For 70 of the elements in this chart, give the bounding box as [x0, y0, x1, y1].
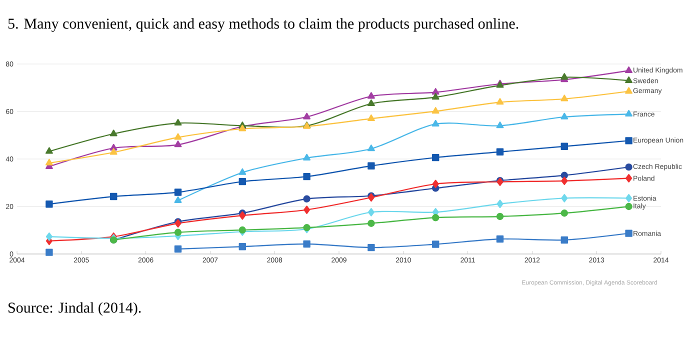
point	[174, 245, 182, 253]
point	[625, 137, 632, 144]
point	[625, 76, 633, 84]
point	[368, 193, 375, 202]
point	[238, 168, 246, 175]
point	[368, 162, 375, 170]
point	[496, 148, 504, 156]
point	[46, 248, 53, 256]
point	[46, 200, 53, 208]
point	[110, 148, 118, 155]
point	[625, 230, 632, 237]
point	[561, 176, 568, 186]
point	[303, 172, 310, 180]
point	[239, 211, 246, 220]
point	[46, 232, 53, 241]
point	[367, 92, 375, 99]
point	[174, 188, 182, 196]
point	[303, 154, 311, 160]
point	[625, 66, 633, 74]
point	[174, 219, 182, 228]
point	[303, 240, 310, 248]
point	[238, 178, 246, 186]
point	[367, 144, 375, 152]
point	[238, 243, 246, 250]
point	[368, 208, 375, 216]
point	[560, 73, 568, 80]
point	[45, 158, 53, 166]
point	[560, 94, 568, 102]
point	[625, 163, 632, 171]
point	[174, 118, 182, 126]
point	[432, 240, 440, 248]
point	[45, 147, 53, 154]
point	[432, 107, 440, 114]
point	[304, 206, 310, 214]
point	[625, 174, 632, 182]
point	[174, 196, 182, 203]
point	[560, 210, 568, 217]
point	[625, 202, 632, 210]
point	[432, 180, 439, 188]
point	[303, 112, 311, 120]
point	[432, 154, 440, 162]
point	[367, 99, 375, 106]
point	[303, 195, 310, 202]
point	[496, 98, 504, 105]
point	[110, 130, 118, 136]
point	[560, 112, 568, 120]
point	[432, 88, 440, 95]
point	[174, 228, 182, 236]
point	[560, 142, 568, 150]
text: 5. Many convenient, quick and easy methods to claim the products purchased online.	[8, 18, 518, 32]
point	[496, 200, 504, 208]
point	[432, 214, 440, 222]
point	[625, 87, 633, 94]
point	[625, 110, 633, 117]
point	[496, 122, 504, 128]
point	[625, 194, 632, 202]
point	[432, 93, 440, 100]
point	[368, 244, 375, 252]
point	[367, 114, 375, 122]
point	[174, 133, 182, 140]
point	[560, 236, 568, 244]
point	[561, 194, 568, 202]
point	[174, 140, 182, 148]
point	[368, 220, 375, 227]
point	[110, 192, 118, 200]
point	[496, 235, 504, 243]
point	[432, 120, 440, 126]
source-note: Source: Jindal (2014).	[8, 302, 141, 316]
point	[496, 212, 504, 220]
point	[238, 124, 246, 132]
